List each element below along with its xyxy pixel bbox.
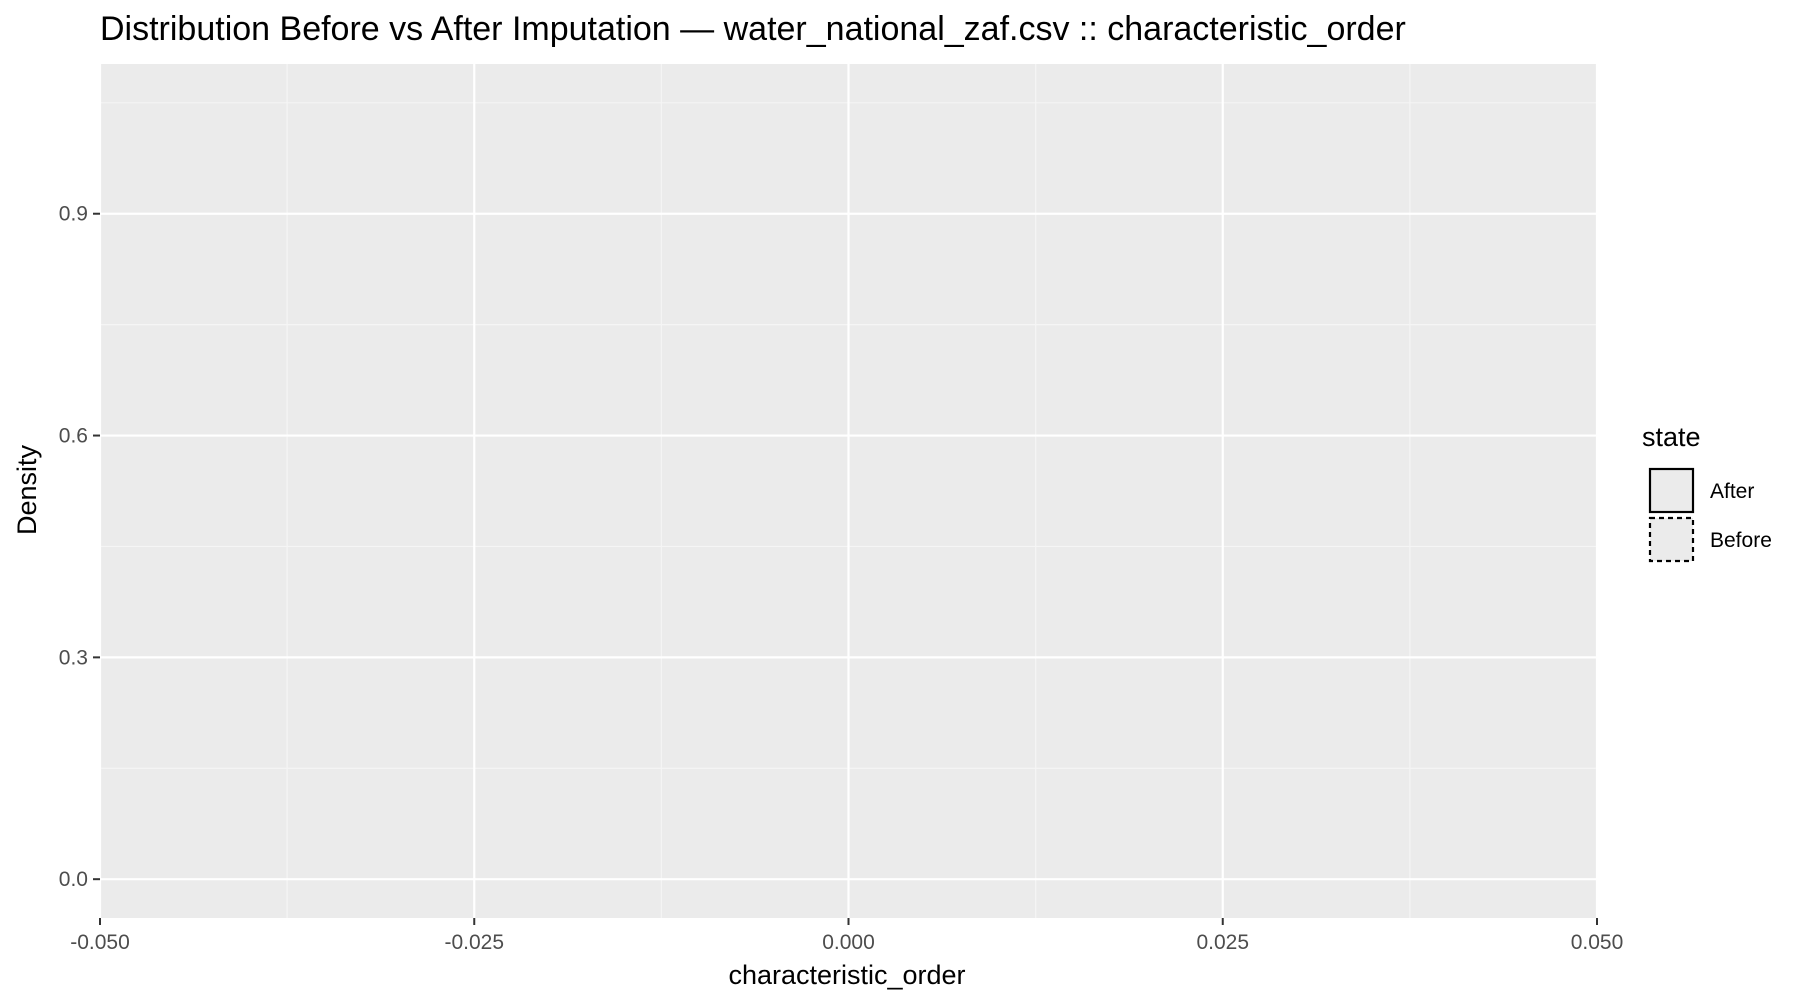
y-axis-title: Density [12, 444, 42, 535]
chart-title: Distribution Before vs After Imputation … [100, 10, 1406, 48]
legend-title: state [1642, 422, 1701, 452]
legend-entry-label: After [1710, 480, 1754, 503]
x-tick-label: 0.000 [822, 931, 875, 954]
legend-key [1648, 516, 1695, 563]
y-tick-label: 0.9 [59, 203, 88, 226]
x-tick-label: -0.025 [444, 931, 504, 954]
major-gridlines [98, 64, 1599, 918]
legend-key [1648, 467, 1695, 514]
y-tick-label: 0.0 [59, 868, 88, 891]
x-axis: -0.050 -0.025 0.000 0.025 0.050 [70, 918, 1623, 954]
legend: state After Before [1642, 422, 1772, 563]
x-tick-label: 0.025 [1196, 931, 1249, 954]
y-tick-label: 0.3 [59, 646, 88, 669]
y-axis: 0.0 0.3 0.6 0.9 [59, 203, 100, 891]
x-tick-label: -0.050 [70, 931, 130, 954]
y-tick-label: 0.6 [59, 425, 88, 448]
legend-entry-label: Before [1710, 529, 1772, 552]
x-tick-label: 0.050 [1571, 931, 1624, 954]
x-axis-title: characteristic_order [728, 960, 965, 990]
